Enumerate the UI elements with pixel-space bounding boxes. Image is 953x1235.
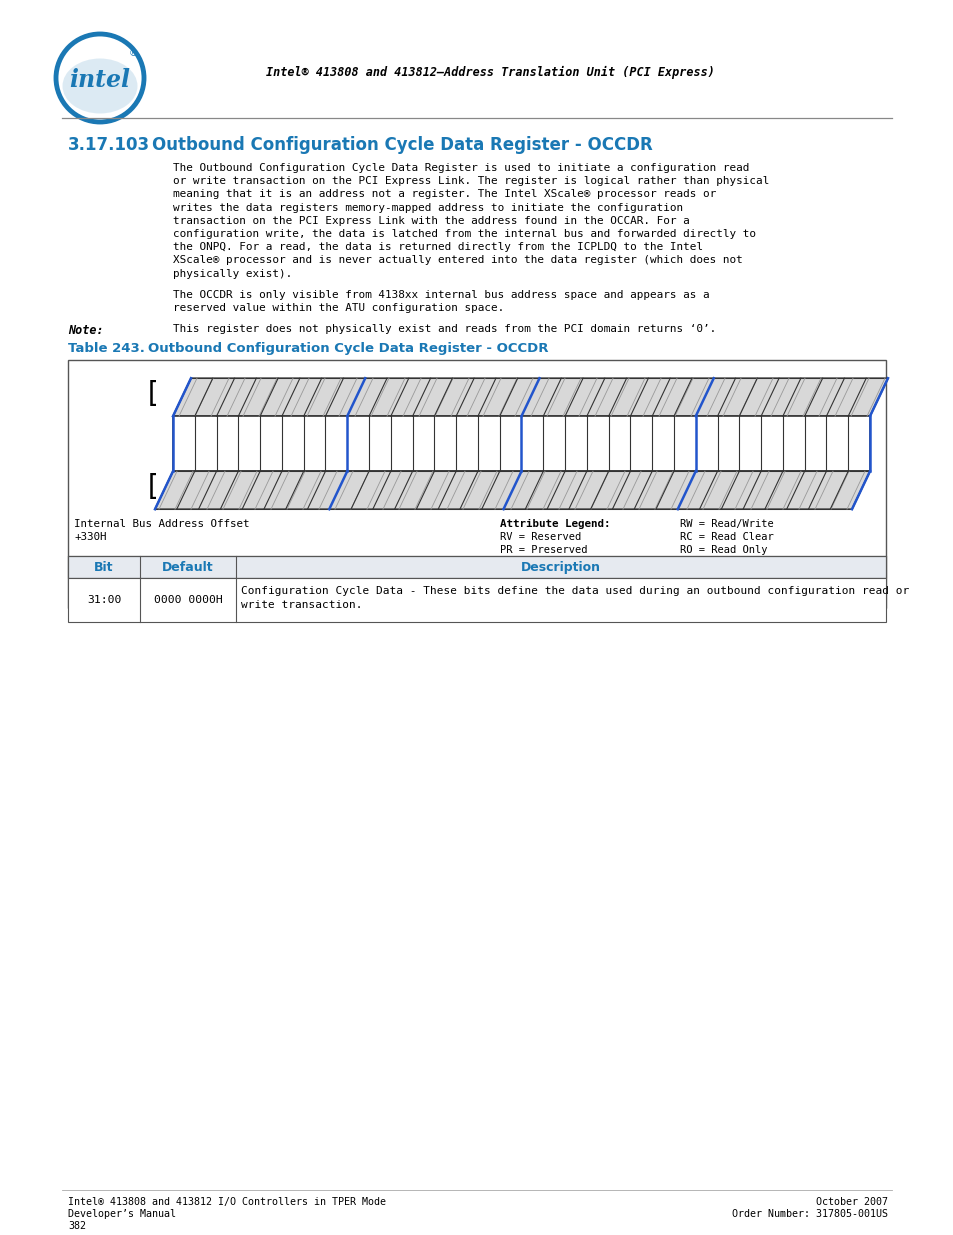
Text: Configuration Cycle Data - These bits define the data used during an outbound co: Configuration Cycle Data - These bits de… <box>241 587 908 597</box>
Polygon shape <box>172 378 887 416</box>
Text: configuration write, the data is latched from the internal bus and forwarded dir: configuration write, the data is latched… <box>172 228 755 240</box>
Text: Table 243.: Table 243. <box>68 342 145 356</box>
Text: [: [ <box>144 380 161 409</box>
Text: Internal Bus Address Offset: Internal Bus Address Offset <box>74 519 250 530</box>
Text: Outbound Configuration Cycle Data Register - OCCDR: Outbound Configuration Cycle Data Regist… <box>152 136 652 154</box>
Text: the ONPQ. For a read, the data is returned directly from the ICPLDQ to the Intel: the ONPQ. For a read, the data is return… <box>172 242 702 252</box>
Text: Outbound Configuration Cycle Data Register - OCCDR: Outbound Configuration Cycle Data Regist… <box>148 342 548 356</box>
Text: physically exist).: physically exist). <box>172 268 292 279</box>
Text: RV = Reserved: RV = Reserved <box>499 532 580 542</box>
Text: RO = Read Only: RO = Read Only <box>679 545 767 556</box>
Text: RC = Read Clear: RC = Read Clear <box>679 532 773 542</box>
Text: Developer’s Manual: Developer’s Manual <box>68 1209 175 1219</box>
Ellipse shape <box>56 35 144 122</box>
Polygon shape <box>154 472 869 509</box>
Text: +330H: +330H <box>74 532 107 542</box>
Text: NA = Not Accessible: NA = Not Accessible <box>679 558 798 568</box>
Text: Order Number: 317805-001US: Order Number: 317805-001US <box>731 1209 887 1219</box>
Text: Intel® 413808 and 413812 I/O Controllers in TPER Mode: Intel® 413808 and 413812 I/O Controllers… <box>68 1197 386 1207</box>
Text: Attribute Legend:: Attribute Legend: <box>499 519 610 530</box>
Bar <box>172 416 869 472</box>
Text: The OCCDR is only visible from 4138xx internal bus address space and appears as : The OCCDR is only visible from 4138xx in… <box>172 290 709 300</box>
Text: 382: 382 <box>68 1221 86 1231</box>
Text: 0000 0000H: 0000 0000H <box>153 595 222 605</box>
Text: reserved value within the ATU configuration space.: reserved value within the ATU configurat… <box>172 303 504 312</box>
Text: write transaction.: write transaction. <box>241 600 362 610</box>
Ellipse shape <box>63 58 137 114</box>
Text: ®: ® <box>129 49 137 58</box>
Text: writes the data registers memory-mapped address to initiate the configuration: writes the data registers memory-mapped … <box>172 203 682 212</box>
Text: XScale® processor and is never actually entered into the data register (which do: XScale® processor and is never actually … <box>172 256 742 266</box>
Text: meaning that it is an address not a register. The Intel XScale® processor reads : meaning that it is an address not a regi… <box>172 189 716 199</box>
Text: Default: Default <box>162 561 213 574</box>
Text: RW = Read/Write: RW = Read/Write <box>679 519 773 530</box>
Text: Intel® 413808 and 413812–Address Translation Unit (PCI Express): Intel® 413808 and 413812–Address Transla… <box>265 65 714 79</box>
Text: [: [ <box>144 473 161 501</box>
Text: Bit: Bit <box>94 561 113 574</box>
Text: October 2007: October 2007 <box>815 1197 887 1207</box>
Text: This register does not physically exist and reads from the PCI domain returns ‘0: This register does not physically exist … <box>172 325 716 335</box>
Text: Note:: Note: <box>68 325 104 337</box>
Text: The Outbound Configuration Cycle Data Register is used to initiate a configurati: The Outbound Configuration Cycle Data Re… <box>172 163 749 173</box>
Text: intel: intel <box>70 68 131 91</box>
Text: 31:00: 31:00 <box>87 595 121 605</box>
Text: or write transaction on the PCI Express Link. The register is logical rather tha: or write transaction on the PCI Express … <box>172 177 768 186</box>
Text: transaction on the PCI Express Link with the address found in the OCCAR. For a: transaction on the PCI Express Link with… <box>172 216 689 226</box>
Text: RS = Read/Set: RS = Read/Set <box>499 558 580 568</box>
Text: 3.17.103: 3.17.103 <box>68 136 150 154</box>
Bar <box>68 578 885 622</box>
Bar <box>68 556 885 578</box>
Bar <box>68 361 885 608</box>
Text: PR = Preserved: PR = Preserved <box>499 545 587 556</box>
Text: Description: Description <box>520 561 600 574</box>
